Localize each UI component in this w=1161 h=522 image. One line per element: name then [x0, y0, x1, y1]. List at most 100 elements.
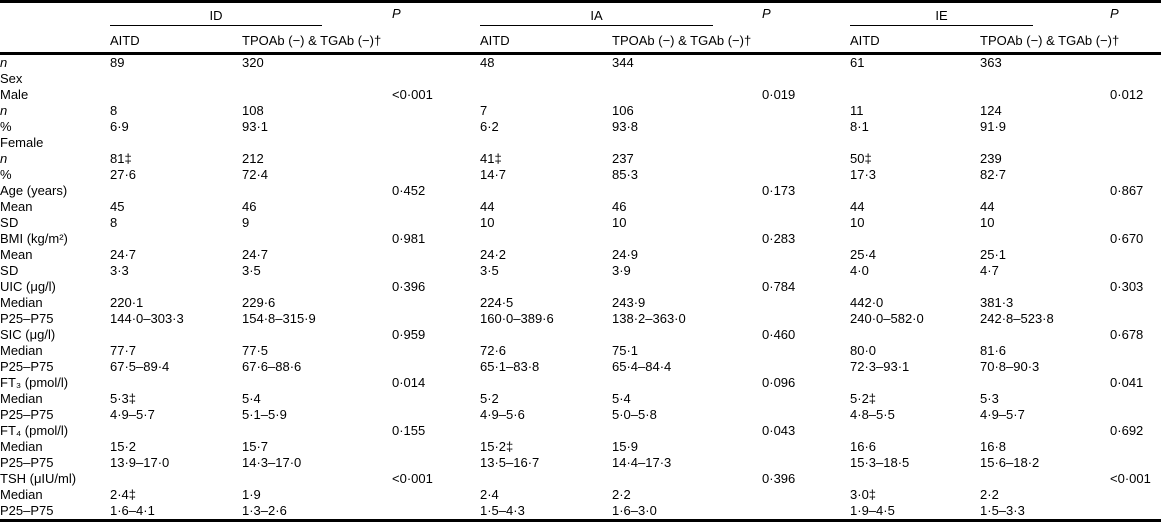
data-cell — [242, 183, 392, 199]
data-cell: 13·5–16·7 — [480, 455, 540, 470]
data-cell: 77·5 — [242, 343, 269, 358]
row-label: P25–P75 — [0, 407, 54, 422]
data-cell: 10 — [850, 215, 865, 230]
data-cell: 3·5 — [480, 263, 499, 278]
table-row: n 81‡ 212 41‡ 237 50‡ 239 — [0, 151, 1161, 167]
p-value-cell — [1110, 391, 1161, 407]
data-cell: 24·7 — [242, 247, 269, 262]
p-value-cell: 0·155 — [392, 423, 426, 438]
p-value-cell: 0·396 — [762, 471, 796, 486]
p-value-cell — [392, 295, 480, 311]
row-label: Mean — [0, 247, 33, 262]
row-label: Sex — [0, 71, 23, 86]
data-cell: 72·3–93·1 — [850, 359, 910, 374]
p-value-cell — [762, 359, 850, 375]
data-cell — [110, 279, 242, 295]
data-cell: 212 — [242, 151, 264, 166]
table-row: Median 220·1 229·6 224·5 243·9 442·0 381·3 — [0, 295, 1161, 311]
data-cell: 15·9 — [612, 439, 639, 454]
data-cell: 3·9 — [612, 263, 631, 278]
data-cell — [850, 71, 980, 87]
data-cell: 2·4‡ — [110, 487, 137, 502]
data-cell: 82·7 — [980, 167, 1007, 182]
data-cell — [480, 279, 612, 295]
data-cell: 363 — [980, 55, 1002, 70]
table-row: P25–P75 1·6–4·1 1·3–2·6 1·5–4·3 1·6–3·0 1·9–4… — [0, 503, 1161, 521]
empty-cell — [762, 28, 851, 55]
data-cell — [850, 327, 980, 343]
data-cell: 5·3‡ — [110, 391, 137, 406]
data-cell: 144·0–303·3 — [110, 311, 184, 326]
table-row: n 89 320 48 344 61 363 — [0, 54, 1161, 72]
data-cell: 93·1 — [242, 119, 269, 134]
data-cell — [850, 231, 980, 247]
data-cell — [612, 471, 762, 487]
data-cell — [110, 375, 242, 391]
data-cell: 48 — [480, 55, 495, 70]
p-value-cell — [762, 407, 850, 423]
p-value-cell: <0·001 — [392, 87, 433, 102]
p-value-cell — [1110, 103, 1161, 119]
data-cell — [980, 327, 1110, 343]
label-column-header — [0, 2, 110, 29]
data-cell: 81·6 — [980, 343, 1007, 358]
data-cell — [242, 375, 392, 391]
p-value-cell — [392, 103, 480, 119]
data-cell: 24·2 — [480, 247, 507, 262]
group-label-id: ID — [209, 8, 223, 23]
table-row: P25–P75 67·5–89·4 67·6–88·6 65·1–83·8 65·4–8… — [0, 359, 1161, 375]
data-cell — [850, 279, 980, 295]
data-cell — [612, 135, 762, 151]
data-cell — [850, 183, 980, 199]
group-spanner-ia: IA — [480, 6, 714, 26]
row-label: SIC (μg/l) — [0, 327, 56, 342]
data-cell: 2·4 — [480, 487, 499, 502]
p-value-cell: 0·452 — [392, 183, 426, 198]
p-value-cell: <0·001 — [392, 471, 433, 486]
row-label: P25–P75 — [0, 359, 54, 374]
data-cell: 3·5 — [242, 263, 261, 278]
p-value-cell: 0·678 — [1110, 327, 1144, 342]
data-cell: 138·2–363·0 — [612, 311, 686, 326]
data-cell — [480, 87, 612, 103]
data-cell: 15·6–18·2 — [980, 455, 1040, 470]
data-cell — [480, 471, 612, 487]
p-value-cell: 0·867 — [1110, 183, 1144, 198]
data-cell: 85·3 — [612, 167, 639, 182]
data-cell: 10 — [612, 215, 627, 230]
data-cell: 7 — [480, 103, 488, 118]
p-value-cell — [392, 167, 480, 183]
table-row: % 27·6 72·4 14·7 85·3 17·3 82·7 — [0, 167, 1161, 183]
data-cell — [612, 327, 762, 343]
data-cell — [110, 87, 242, 103]
data-cell: 25·4 — [850, 247, 877, 262]
p-value-cell — [392, 54, 480, 72]
row-label: FT₄ (pmol/l) — [0, 423, 69, 438]
data-cell: 240·0–582·0 — [850, 311, 924, 326]
row-label: n — [0, 103, 8, 118]
data-cell — [980, 423, 1110, 439]
p-value-cell — [1110, 487, 1161, 503]
group-header-cell-ia: IA — [480, 2, 762, 29]
data-cell: 4·7 — [980, 263, 999, 278]
p-value-cell — [762, 391, 850, 407]
row-label: Age (years) — [0, 183, 68, 198]
p-value-cell — [1110, 54, 1161, 72]
row-label: P25–P75 — [0, 455, 54, 470]
data-cell: 5·4 — [612, 391, 631, 406]
data-cell: 72·6 — [480, 343, 507, 358]
data-cell: 5·2‡ — [850, 391, 877, 406]
table-row: n 8 108 7 106 11 124 — [0, 103, 1161, 119]
data-cell: 25·1 — [980, 247, 1007, 262]
p-value-cell — [1110, 167, 1161, 183]
p-value-cell — [392, 151, 480, 167]
data-cell: 1·5–4·3 — [480, 503, 525, 518]
p-value-cell: 0·173 — [762, 183, 796, 198]
p-value-cell — [392, 263, 480, 279]
data-cell: 11 — [850, 103, 864, 118]
data-cell: 70·8–90·3 — [980, 359, 1040, 374]
p-value-cell — [392, 135, 480, 151]
data-cell: 229·6 — [242, 295, 276, 310]
data-cell — [980, 135, 1110, 151]
